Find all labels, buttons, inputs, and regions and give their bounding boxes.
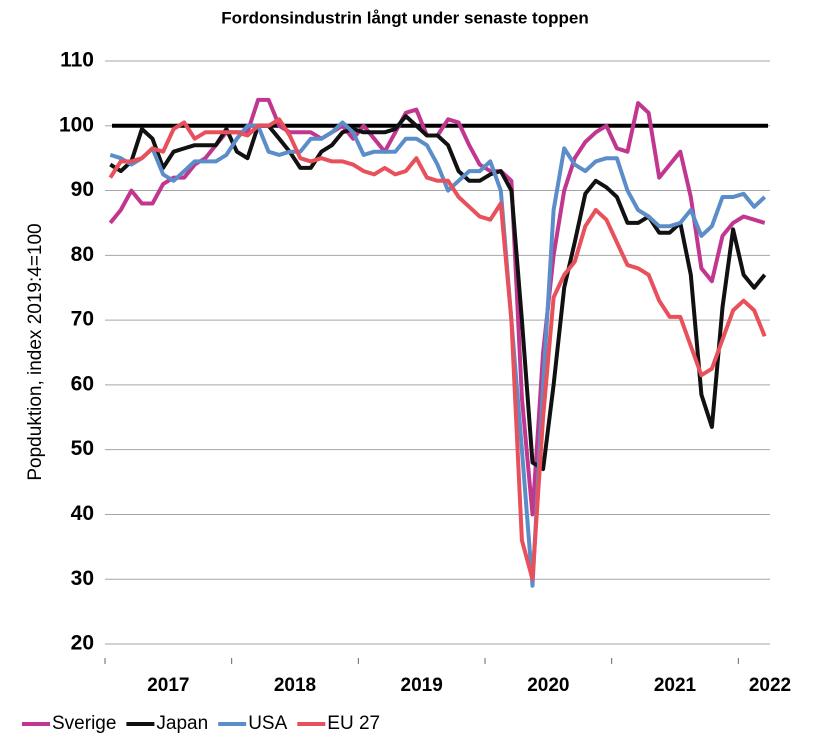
line-series xyxy=(109,120,767,588)
y-tick-label: 100 xyxy=(59,113,94,136)
line-series xyxy=(108,117,767,582)
y-tick-label: 20 xyxy=(71,632,94,655)
y-tick-label: 70 xyxy=(71,308,94,331)
x-tick-label: 2020 xyxy=(527,675,569,696)
y-axis-label: Popduktion, index 2019:4=100 xyxy=(25,223,46,480)
x-tick-label: 2022 xyxy=(749,675,791,696)
y-tick-label: 110 xyxy=(60,49,94,72)
y-tick-label: 60 xyxy=(71,372,94,395)
legend-label: EU 27 xyxy=(327,713,380,734)
legend-label: Japan xyxy=(156,713,208,734)
y-tick-label: 40 xyxy=(71,502,94,525)
x-tick-label: 2021 xyxy=(654,675,697,696)
x-tick-label: 2019 xyxy=(401,675,443,696)
y-tick-label: 90 xyxy=(71,178,94,201)
legend-label: USA xyxy=(248,713,287,734)
y-tick-label: 80 xyxy=(71,243,94,266)
line-series xyxy=(109,114,767,472)
x-tick-label: 2018 xyxy=(274,675,316,696)
x-tick-label: 2017 xyxy=(147,675,189,696)
chart-title: Fordonsindustrin långt under senaste top… xyxy=(221,8,588,27)
y-tick-label: 30 xyxy=(71,567,94,590)
legend-label: Sverige xyxy=(52,713,116,734)
y-tick-label: 50 xyxy=(71,437,94,460)
